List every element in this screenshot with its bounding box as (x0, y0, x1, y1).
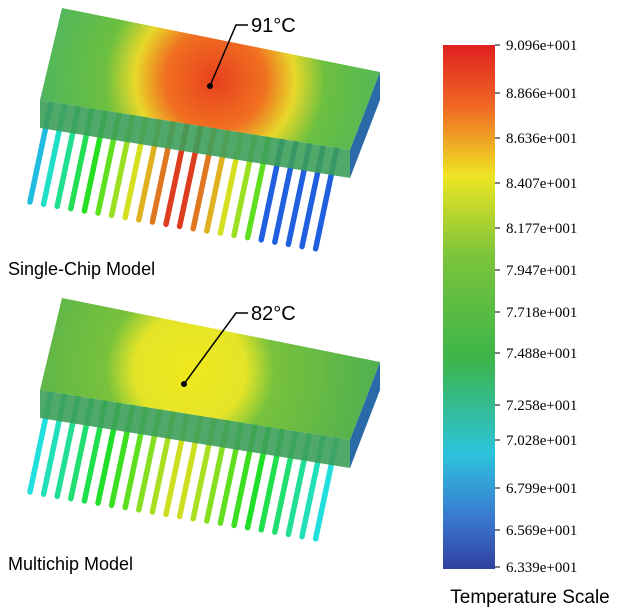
tick-label: 7.718e+001 (506, 305, 577, 321)
tick-label: 7.947e+001 (506, 263, 577, 279)
tick-label: 8.407e+001 (506, 176, 577, 192)
tick-label: 9.096e+001 (506, 38, 577, 54)
tick-label: 7.028e+001 (506, 433, 577, 449)
color-scale-ticks: 9.096e+001 8.866e+001 8.636e+001 8.407e+001… (495, 38, 577, 576)
tick-label: 7.258e+001 (506, 398, 577, 414)
scale-title: Temperature Scale (450, 587, 609, 608)
tick-label: 8.177e+001 (506, 221, 577, 237)
tick-label: 8.866e+001 (506, 86, 577, 102)
tick-label: 7.488e+001 (506, 346, 577, 362)
tick-label: 8.636e+001 (506, 131, 577, 147)
annotation: 91°C (251, 15, 296, 37)
panel-label: Multichip Model (8, 554, 133, 574)
annotation: 82°C (251, 303, 296, 325)
color-bar (443, 45, 495, 569)
tick-label: 6.339e+001 (506, 560, 577, 576)
tick-label: 6.799e+001 (506, 481, 577, 497)
tick-label: 6.569e+001 (506, 523, 577, 539)
leader-dot (207, 83, 213, 89)
figure: Single-Chip Model Multichip Model 91°C 8… (0, 0, 636, 612)
panel-label: Single-Chip Model (8, 259, 155, 279)
leader-dot (181, 381, 187, 387)
